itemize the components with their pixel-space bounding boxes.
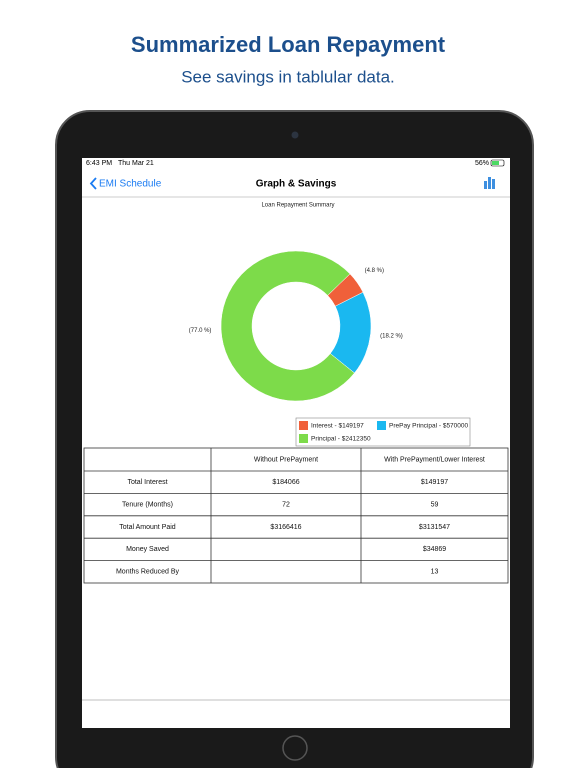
slice-label: (77.0 %): [189, 328, 212, 334]
slice-label: (4.8 %): [365, 268, 384, 274]
chart-button[interactable]: [484, 177, 495, 189]
slice-label: (18.2 %): [380, 334, 403, 340]
table-cell: Months Reduced By: [116, 569, 180, 576]
promo-title: Summarized Loan Repayment: [131, 32, 446, 57]
table-cell: Tenure (Months): [122, 501, 173, 508]
device-camera: [291, 131, 299, 139]
table-cell: Total Amount Paid: [119, 524, 176, 531]
battery-icon: [490, 159, 505, 167]
column-header: With PrePayment/Lower Interest: [384, 456, 485, 463]
table-cell: Total Interest: [127, 479, 167, 486]
table-cell: $34869: [423, 546, 446, 553]
legend-swatch: [377, 421, 386, 430]
table-cell: $184066: [272, 479, 299, 486]
column-header: Without PrePayment: [254, 456, 318, 463]
table-cell: $3131547: [419, 524, 450, 531]
legend-swatch: [299, 421, 308, 430]
back-chevron[interactable]: [89, 177, 97, 190]
icon-bar: [488, 177, 491, 189]
table-cell: 13: [431, 569, 439, 576]
legend-label: Principal - $2412350: [311, 436, 371, 443]
legend-label: Interest - $149197: [311, 423, 364, 430]
status-time: 6:43 PM: [86, 160, 112, 167]
table-cell: 59: [431, 501, 439, 508]
nav-title: Graph & Savings: [256, 179, 337, 190]
battery-level: [492, 161, 499, 165]
table-cell: Money Saved: [126, 546, 169, 553]
icon-bar: [484, 181, 487, 189]
promo-subtitle: See savings in tablular data.: [181, 67, 395, 86]
table-cell: $3166416: [270, 524, 301, 531]
table-cell: $149197: [421, 479, 448, 486]
legend-swatch: [299, 434, 308, 443]
chart-title: Loan Repayment Summary: [261, 203, 334, 209]
home-button[interactable]: [282, 735, 308, 761]
legend-label: PrePay Principal - $570000: [389, 423, 469, 430]
back-button[interactable]: EMI Schedule: [99, 179, 162, 190]
status-date: Thu Mar 21: [118, 160, 154, 167]
icon-bar: [492, 179, 495, 189]
status-battery: 56%: [475, 160, 489, 167]
table-cell: 72: [282, 501, 290, 508]
pie-slice: [220, 250, 355, 402]
